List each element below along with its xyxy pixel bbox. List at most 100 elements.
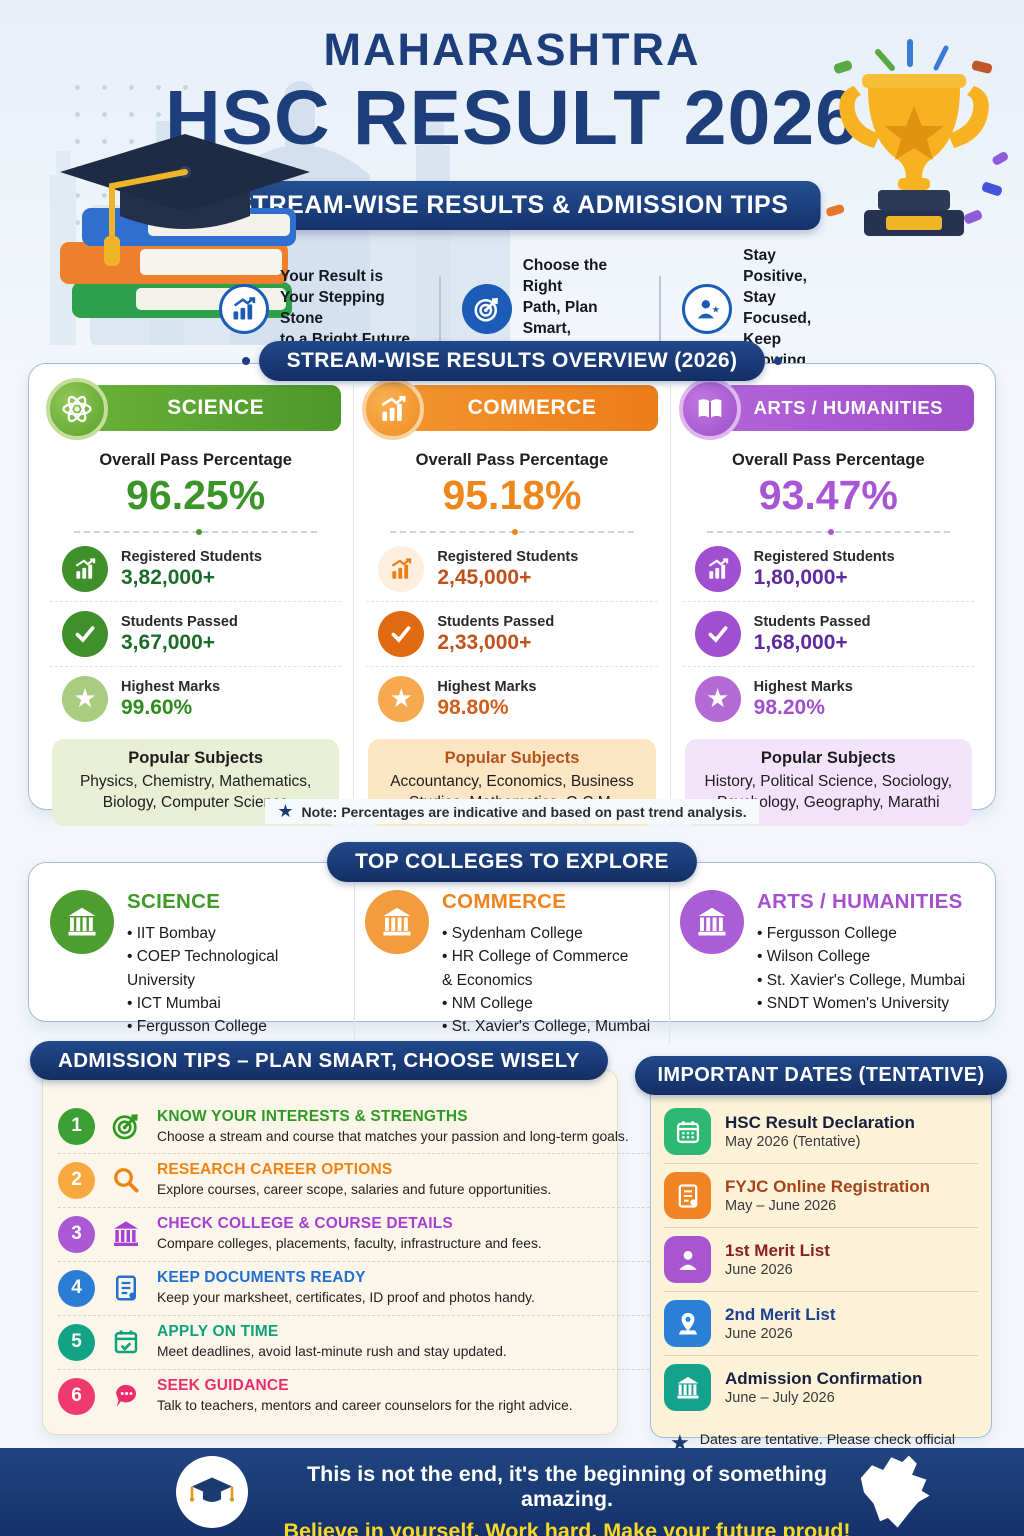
pass-value: 93.47% xyxy=(758,472,898,518)
graduation-cap-icon xyxy=(190,1477,234,1502)
tip-desc: Compare colleges, placements, faculty, i… xyxy=(157,1236,542,1252)
stat-value: 1,80,000+ xyxy=(753,565,848,589)
college-item: St. Xavier's College, Mumbai xyxy=(442,1015,651,1038)
college-building-icon xyxy=(50,890,114,954)
college-item: IIT Bombay xyxy=(127,922,344,945)
header-banner: STREAM-WISE RESULTS & ADMISSION TIPS xyxy=(203,181,821,230)
tip-row-5: 5 APPLY ON TIME Meet deadlines, avoid la… xyxy=(58,1314,964,1369)
svg-text:★: ★ xyxy=(712,304,720,315)
stat-label: Students Passed xyxy=(121,613,238,630)
open-book-icon xyxy=(678,378,741,440)
calendar-icon xyxy=(108,1324,144,1360)
tips-section-header: ADMISSION TIPS – PLAN SMART, CHOOSE WISE… xyxy=(30,1041,608,1080)
tip-title: SEEK GUIDANCE xyxy=(157,1377,289,1395)
science-column: SCIENCE Overall Pass Percentage 96.25% R… xyxy=(38,378,353,826)
tip-title: APPLY ON TIME xyxy=(157,1323,279,1341)
college-item: Fergusson College xyxy=(127,1015,344,1038)
college-item: Fergusson College xyxy=(757,922,965,945)
arts-column: ARTS / HUMANITIES Overall Pass Percentag… xyxy=(669,378,986,826)
page-title-line1: MAHARASHTRA xyxy=(323,24,701,75)
stat-value: 99.60% xyxy=(121,695,193,719)
footer-banner: This is not the end, it's the beginning … xyxy=(0,1448,1024,1536)
target-icon xyxy=(108,1108,144,1144)
stat-label: Highest Marks xyxy=(121,678,221,695)
date-title: FYJC Online Registration xyxy=(725,1177,930,1196)
overview-section-header: STREAM-WISE RESULTS OVERVIEW (2026) xyxy=(0,341,1024,381)
tip-desc: Meet deadlines, avoid last-minute rush a… xyxy=(157,1344,507,1360)
tip-number-badge: 5 xyxy=(58,1323,95,1361)
popular-text: History, Political Science, Sociology, P… xyxy=(704,773,953,812)
tips-title: ADMISSION TIPS – PLAN SMART, CHOOSE WISE… xyxy=(30,1041,608,1080)
date-value: May – June 2026 xyxy=(725,1198,837,1214)
pass-label: Overall Pass Percentage xyxy=(732,451,925,469)
college-item: Sydenham College xyxy=(442,922,650,945)
date-row-1: HSC Result Declaration May 2026 (Tentati… xyxy=(664,1100,978,1163)
colleges-section-header: TOP COLLEGES TO EXPLORE xyxy=(0,842,1024,882)
tips-list: 1 KNOW YOUR INTERESTS & STRENGTHS Choose… xyxy=(58,1100,964,1423)
date-row-3: 1st Merit List June 2026 xyxy=(664,1227,978,1291)
overview-columns: SCIENCE Overall Pass Percentage 96.25% R… xyxy=(38,378,986,826)
colleges-title: TOP COLLEGES TO EXPLORE xyxy=(327,842,697,882)
group-name: ARTS / HUMANITIES xyxy=(757,890,963,913)
college-list: IIT Bombay COEP Technological University… xyxy=(127,922,344,1038)
group-name: SCIENCE xyxy=(127,890,221,913)
divider xyxy=(438,275,441,342)
stat-value: 2,45,000+ xyxy=(437,565,532,589)
stat-registered: Registered Students 3,82,000+ xyxy=(50,537,341,601)
tip-title: KEEP DOCUMENTS READY xyxy=(157,1269,366,1287)
stat-passed: Students Passed 1,68,000+ xyxy=(682,601,974,666)
divider xyxy=(659,275,662,342)
pass-value: 95.18% xyxy=(442,472,582,518)
popular-subjects-box: Popular Subjects Physics, Chemistry, Mat… xyxy=(52,739,340,826)
dates-section-header: IMPORTANT DATES (TENTATIVE) xyxy=(635,1056,1007,1095)
chat-icon xyxy=(108,1378,144,1414)
popular-title: Popular Subjects xyxy=(760,749,896,767)
science-colleges: SCIENCE IIT Bombay COEP Technological Un… xyxy=(40,884,354,1044)
star-icon: ★ xyxy=(62,676,108,722)
person-star-icon: ★ xyxy=(682,283,733,334)
footer-line1: This is not the end, it's the beginning … xyxy=(307,1462,827,1511)
pass-label: Overall Pass Percentage xyxy=(415,451,609,469)
stat-registered: Registered Students 1,80,000+ xyxy=(683,537,974,601)
college-list: Fergusson College Wilson College St. Xav… xyxy=(757,922,966,1015)
maharashtra-map-icon xyxy=(860,1455,930,1528)
stream-name: SCIENCE xyxy=(90,385,342,431)
stat-label: Students Passed xyxy=(437,613,555,630)
pass-label: Overall Pass Percentage xyxy=(99,451,292,469)
arts-colleges: ARTS / HUMANITIES Fergusson College Wils… xyxy=(669,884,984,1045)
growth-chart-icon xyxy=(378,546,425,592)
person-icon xyxy=(664,1236,711,1283)
tip-desc: Keep your marksheet, certificates, ID pr… xyxy=(157,1290,535,1306)
college-building-icon xyxy=(680,890,744,954)
registration-form-icon xyxy=(664,1172,711,1219)
person-pin-icon xyxy=(664,1300,711,1347)
tip-number-badge: 3 xyxy=(58,1215,95,1253)
stat-label: Highest Marks xyxy=(437,678,537,695)
date-title: 1st Merit List xyxy=(725,1241,830,1260)
dates-list: HSC Result Declaration May 2026 (Tentati… xyxy=(664,1100,978,1469)
separator xyxy=(74,529,318,535)
tip-title: RESEARCH CAREER OPTIONS xyxy=(157,1161,393,1179)
tip-desc: Talk to teachers, mentors and career cou… xyxy=(157,1398,573,1414)
arts-header: ARTS / HUMANITIES xyxy=(678,378,974,440)
stat-value: 1,68,000+ xyxy=(753,630,848,654)
stat-value: 3,82,000+ xyxy=(121,565,216,589)
separator xyxy=(706,529,950,535)
college-building-icon xyxy=(664,1364,711,1411)
dates-title: IMPORTANT DATES (TENTATIVE) xyxy=(635,1056,1007,1095)
overview-title: STREAM-WISE RESULTS OVERVIEW (2026) xyxy=(258,341,766,381)
separator xyxy=(390,529,634,535)
star-icon: ★ xyxy=(277,801,294,822)
dot-decoration xyxy=(774,357,783,365)
date-value: June – July 2026 xyxy=(725,1390,835,1406)
college-list: Sydenham College HR College of Commerce … xyxy=(442,922,650,1038)
stat-value: 98.20% xyxy=(753,695,825,719)
tip-row-1: 1 KNOW YOUR INTERESTS & STRENGTHS Choose… xyxy=(58,1100,964,1153)
stat-label: Highest Marks xyxy=(753,678,853,695)
college-item: SNDT Women's University xyxy=(757,992,965,1015)
commerce-colleges: COMMERCE Sydenham College HR College of … xyxy=(354,884,669,1045)
stat-passed: Students Passed 3,67,000+ xyxy=(50,601,342,666)
tip-desc: Explore courses, career scope, salaries … xyxy=(157,1182,552,1198)
college-item: St. Xavier's College, Mumbai xyxy=(757,969,966,992)
stream-name: COMMERCE xyxy=(406,385,658,431)
